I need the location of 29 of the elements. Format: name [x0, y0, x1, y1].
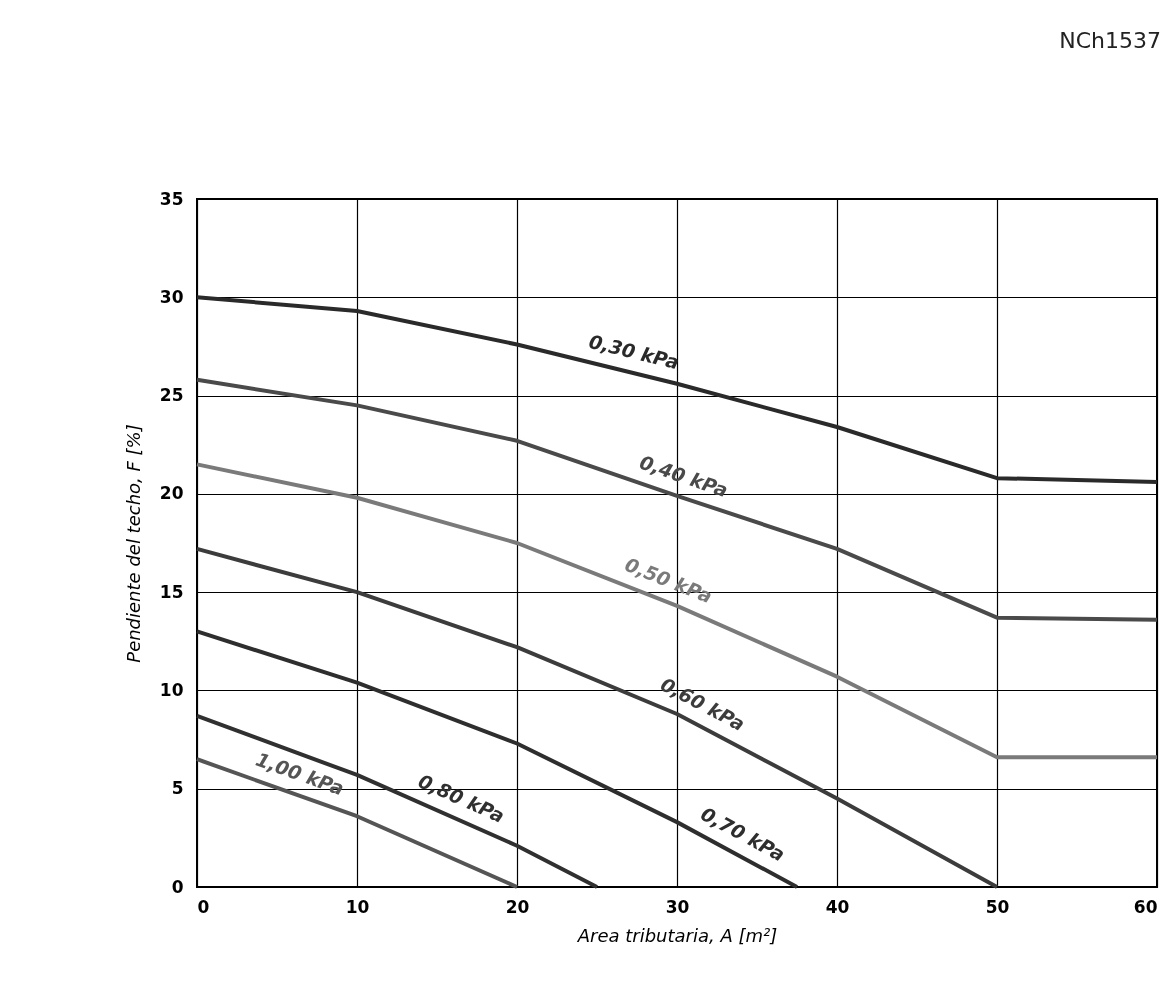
line-series — [195, 629, 799, 889]
y-tick-label: 30 — [159, 286, 184, 307]
x-tick-label: 0 — [197, 896, 210, 917]
y-tick-label: 25 — [159, 385, 184, 406]
text: 0,60 kPa — [657, 672, 749, 736]
text: 1,00 kPa — [253, 747, 347, 800]
y-tick-label: 15 — [159, 581, 184, 602]
x-tick-label: 30 — [665, 896, 690, 917]
x-tick-label: 10 — [345, 896, 370, 917]
text: 0,30 kPa — [586, 329, 682, 374]
text: NCh1537 — [1059, 28, 1161, 53]
line-series — [195, 713, 599, 889]
x-tick-label: 50 — [985, 896, 1010, 917]
line-series — [195, 377, 1159, 622]
line-series — [195, 546, 999, 889]
y-tick-label: 0 — [171, 876, 184, 897]
y-tick-label: 10 — [159, 679, 184, 700]
x-tick-label: 60 — [1133, 896, 1158, 917]
y-tick-label: 5 — [171, 778, 184, 799]
text: 0,70 kPa — [697, 802, 789, 866]
text: 0,50 kPa — [622, 553, 716, 608]
y-tick-label: 20 — [159, 483, 184, 504]
x-tick-label: 40 — [825, 896, 850, 917]
y-axis-title: Pendiente del techo, F [%] — [122, 424, 144, 663]
text: 0,80 kPa — [415, 769, 508, 827]
text: 0,40 kPa — [636, 450, 731, 502]
x-axis-title: Area tributaria, A [m²] — [576, 924, 778, 946]
y-tick-label: 35 — [159, 188, 184, 209]
x-tick-label: 20 — [505, 896, 530, 917]
